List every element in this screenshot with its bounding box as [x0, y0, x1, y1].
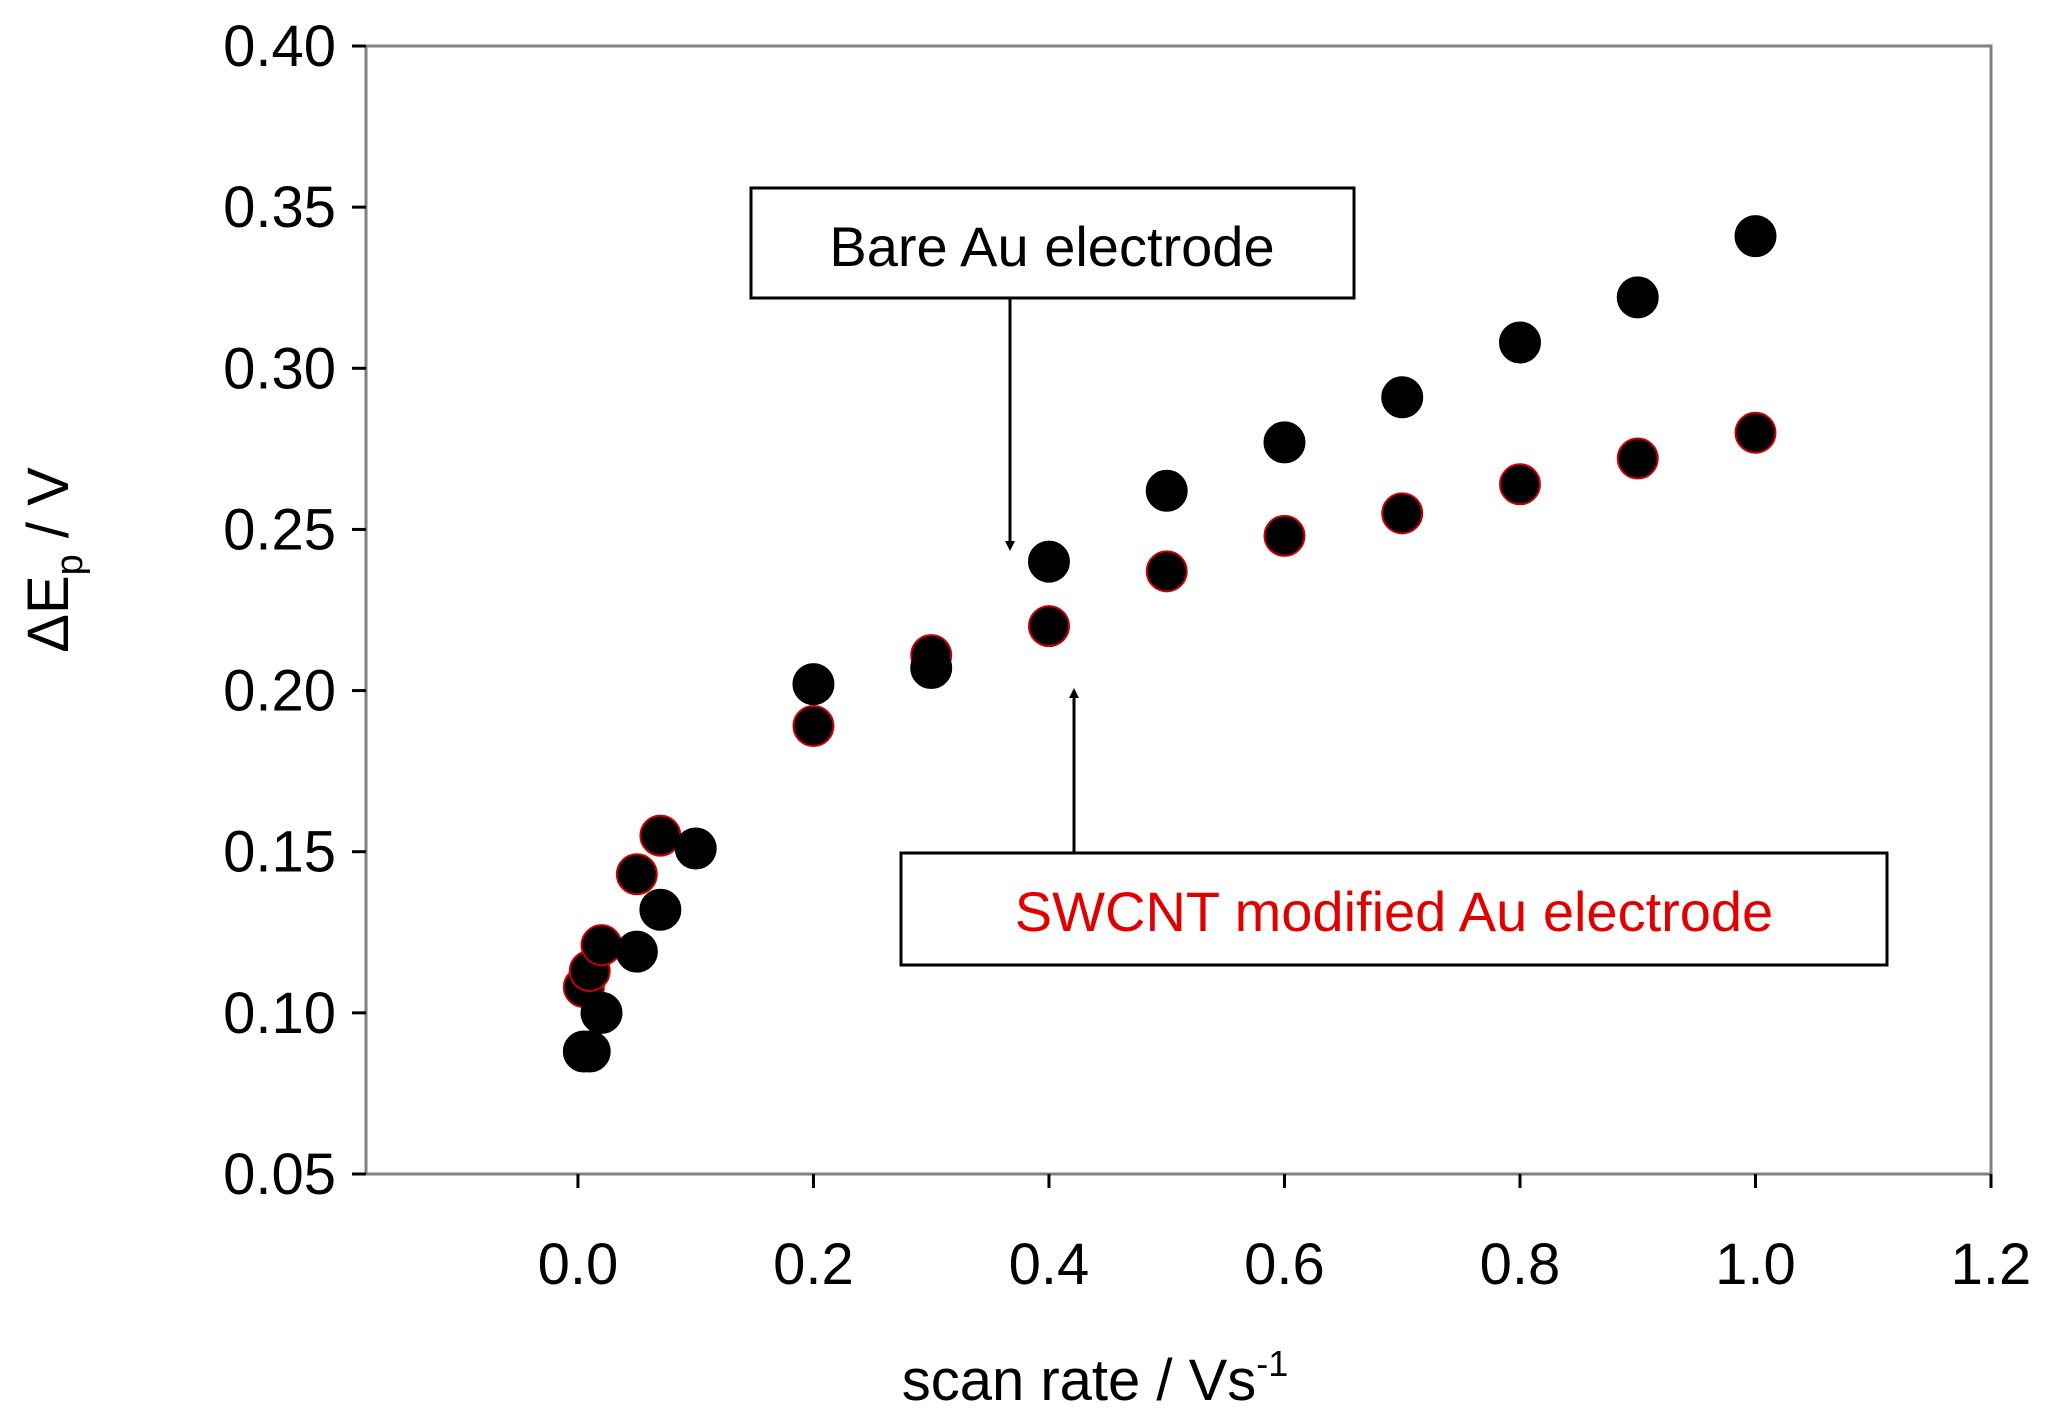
annotation-swcnt: SWCNT modified Au electrode: [899, 688, 1889, 967]
x-axis-title-text: scan rate / Vs: [902, 1348, 1257, 1413]
x-axis-title: scan rate / Vs-1: [902, 1343, 1289, 1413]
x-tick-label: 0.8: [1480, 1232, 1561, 1297]
data-point: [1263, 421, 1306, 464]
y-tick-label: 0.40: [223, 14, 336, 79]
data-point: [1381, 376, 1424, 419]
annotation-bare: Bare Au electrode: [749, 186, 1356, 551]
data-point: [910, 647, 953, 690]
data-point: [792, 663, 835, 706]
annotation-bare-box: [749, 186, 1356, 300]
data-point: [580, 991, 623, 1034]
y-tick-label: 0.10: [223, 981, 336, 1046]
data-point: [615, 853, 658, 896]
data-point: [1145, 469, 1188, 512]
series-bare: [562, 215, 1777, 1073]
data-point: [615, 930, 658, 973]
data-point: [1616, 276, 1659, 319]
y-axis-title: ΔEp / V: [16, 467, 91, 653]
data-point: [1498, 321, 1541, 364]
y-tick-label: 0.35: [223, 175, 336, 240]
y-tick-label: 0.30: [223, 336, 336, 401]
x-tick-label: 0.4: [1009, 1232, 1090, 1297]
y-tick-label: 0.20: [223, 659, 336, 724]
x-axis-title-superscript: -1: [1256, 1343, 1288, 1384]
y-tick-label: 0.05: [223, 1142, 336, 1207]
data-point: [1734, 411, 1777, 454]
data-point: [1263, 514, 1306, 557]
annotation-bare-label: Bare Au electrode: [829, 215, 1274, 278]
data-points: [562, 215, 1777, 1073]
data-point: [1027, 605, 1070, 648]
y-tick-label: 0.25: [223, 497, 336, 562]
data-point: [1027, 540, 1070, 583]
y-axis-ticks: 0.05 0.10 0.15 0.20 0.25 0.30 0.35 0.40: [223, 14, 366, 1207]
x-tick-label: 1.2: [1951, 1232, 2032, 1297]
x-axis-ticks: 0.0 0.2 0.4 0.6 0.8 1.0 1.2: [538, 1174, 2032, 1297]
x-tick-label: 1.0: [1715, 1232, 1796, 1297]
plot-frame: [364, 44, 1993, 1176]
data-point: [1498, 463, 1541, 506]
annotation-swcnt-box: [899, 851, 1889, 967]
data-point: [639, 888, 682, 931]
series-swcnt: [562, 411, 1777, 1009]
y-tick-label: 0.15: [223, 820, 336, 885]
data-point: [639, 814, 682, 857]
data-point: [580, 924, 623, 967]
x-tick-label: 0.2: [773, 1232, 854, 1297]
data-point: [674, 827, 717, 870]
data-point: [1381, 492, 1424, 535]
x-tick-label: 0.0: [538, 1232, 619, 1297]
annotation-swcnt-label: SWCNT modified Au electrode: [1015, 880, 1773, 943]
x-tick-label: 0.6: [1244, 1232, 1325, 1297]
data-point: [1734, 215, 1777, 258]
y-axis-title-subscript: p: [49, 554, 91, 575]
data-point: [1145, 550, 1188, 593]
y-axis-title-unit: / V: [16, 467, 81, 554]
data-point: [568, 1030, 611, 1073]
data-point: [1616, 437, 1659, 480]
y-axis-title-main: ΔE: [16, 575, 81, 652]
data-point: [792, 705, 835, 748]
